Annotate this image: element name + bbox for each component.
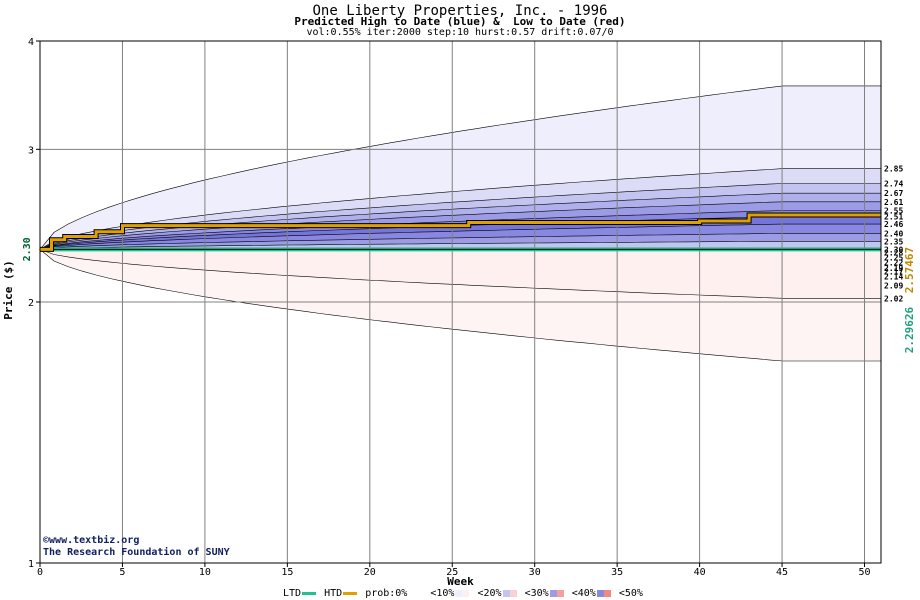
legend-swatch-0 <box>408 590 423 597</box>
y-tick-label-1: 1 <box>28 559 34 570</box>
y-tick-label-4: 4 <box>28 37 34 48</box>
upper-band-label-6: 2.46 <box>884 220 903 229</box>
htd-line <box>40 213 881 251</box>
lower-band-9 <box>39 249 882 299</box>
x-tick-label-45: 45 <box>776 567 788 578</box>
axis-ticks: 0 5 10 15 20 25 30 35 40 45 50 1 2 3 4 Week Price ($) 2.3… <box>2 37 871 588</box>
legend-p30-label: <30% <box>524 588 549 599</box>
lower-band-label-6: 2.14 <box>884 273 903 282</box>
chart-subtitle: Predicted High to Date (blue) & Low to D… <box>294 15 626 28</box>
y-tick-label-2: 2 <box>28 298 34 309</box>
legend-swatch-10 <box>455 590 470 597</box>
copyright-icon: © <box>43 535 50 546</box>
legend-p20-label: <20% <box>477 588 502 599</box>
legend-swatch-20 <box>502 590 517 597</box>
legend-ltd-label: LTD <box>283 588 302 599</box>
x-tick-label-0: 0 <box>37 567 43 578</box>
upper-band-label-7: 2.40 <box>884 229 903 238</box>
legend: LTD HTD prob:0% <10% <20% <30% <40% <50% <box>283 588 643 600</box>
legend-ltd-swatch <box>302 592 317 595</box>
x-axis-title: Week <box>447 575 474 588</box>
x-tick-label-5: 5 <box>119 567 125 578</box>
legend-htd-swatch <box>343 592 358 595</box>
chart-title: One Liberty Properties, Inc. - 1996 <box>312 3 608 19</box>
lower-band-label-1: 2.28 <box>884 249 903 258</box>
x-tick-label-40: 40 <box>694 567 706 578</box>
side-labels: 2.85 2.742.672.612.552.512.462.402.352.30… <box>884 165 916 354</box>
x-tick-label-25: 25 <box>446 567 458 578</box>
start-price-label: 2.30 <box>22 237 33 261</box>
upper-band-label-8: 2.35 <box>884 237 903 246</box>
credit-org: The Research Foundation of SUNY <box>43 547 230 558</box>
legend-swatch-40 <box>596 590 611 597</box>
legend-p50-label: <50% <box>618 588 643 599</box>
probability-bands <box>38 85 882 362</box>
lower-band-label-0: 2.30 <box>884 245 903 254</box>
x-tick-label-15: 15 <box>281 567 293 578</box>
x-tick-label-30: 30 <box>529 567 541 578</box>
upper-band-label-5: 2.51 <box>884 212 903 221</box>
ltd-value-label: 2.29626 <box>903 306 916 353</box>
chart-params: vol:0.55% iter:2000 step:10 hurst:0.57 d… <box>306 27 614 38</box>
x-tick-label-35: 35 <box>611 567 623 578</box>
x-tick-label-10: 10 <box>199 567 211 578</box>
upper-band-label-3: 2.61 <box>884 198 903 207</box>
upper-band-9 <box>39 241 882 250</box>
lower-band-label-3: 2.22 <box>884 259 903 268</box>
upper-band-label-4: 2.55 <box>884 207 903 216</box>
y-tick-label-3: 3 <box>28 145 34 156</box>
credit-block: ©www.textbiz.org The Research Foundation… <box>43 535 230 559</box>
y-axis-title: Price ($) <box>2 260 15 320</box>
upper-band-label-2: 2.67 <box>884 189 903 198</box>
legend-swatch-30 <box>549 590 564 597</box>
legend-p40-label: <40% <box>571 588 596 599</box>
upper-band-label-1: 2.74 <box>884 179 903 188</box>
lower-band-label-4: 2.19 <box>884 264 903 273</box>
upper-band-label-0: 2.85 <box>884 165 903 174</box>
legend-prob-label: prob:0% <box>365 588 408 599</box>
legend-htd-label: HTD <box>324 588 343 599</box>
lower-band-label-5: 2.17 <box>884 267 903 276</box>
credit-url[interactable]: www.textbiz.org <box>49 535 140 546</box>
lower-band-label-2: 2.25 <box>884 254 903 263</box>
htd-value-label: 2.57467 <box>903 247 916 293</box>
x-tick-label-50: 50 <box>858 567 870 578</box>
legend-p10-label: <10% <box>430 588 455 599</box>
series-lines <box>40 212 881 252</box>
x-tick-label-20: 20 <box>364 567 376 578</box>
lower-band-label-7: 2.09 <box>884 281 903 290</box>
lower-band-label-8: 2.02 <box>884 294 903 303</box>
